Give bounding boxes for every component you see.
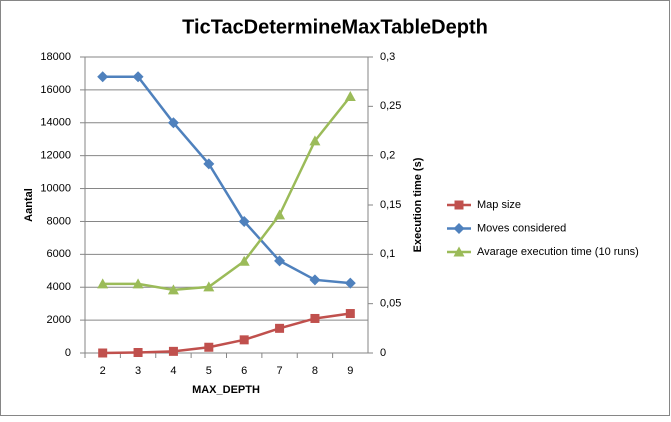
legend-label: Map size	[477, 199, 521, 211]
y2-tick-label: 0,25	[380, 100, 401, 112]
data-point	[274, 255, 286, 267]
y2-tick-label: 0,15	[380, 199, 401, 211]
data-point	[309, 135, 321, 146]
y-tick-label: 10000	[40, 182, 71, 194]
x-tick-label: 3	[135, 365, 141, 377]
data-point	[238, 255, 250, 266]
data-point	[345, 309, 355, 319]
y-tick-label: 14000	[40, 117, 71, 129]
data-point	[203, 281, 215, 292]
y-tick-label: 6000	[47, 248, 71, 260]
data-point	[97, 71, 109, 83]
legend-marker	[453, 246, 465, 257]
legend-label: Moves considered	[477, 222, 566, 234]
series-line	[102, 95, 352, 292]
y-tick-label: 0	[65, 347, 71, 359]
y2-tick-label: 0,05	[380, 298, 401, 310]
data-point	[132, 71, 144, 83]
x-tick-label: 8	[312, 365, 318, 377]
data-point	[238, 215, 250, 227]
data-point	[167, 284, 179, 295]
y-tick-label: 18000	[40, 51, 71, 63]
y-tick-label: 2000	[47, 314, 71, 326]
data-point	[274, 209, 286, 220]
y-tick-label: 4000	[47, 281, 71, 293]
data-point	[97, 278, 109, 289]
y2-axis-title: Execution time (s)	[412, 157, 424, 252]
data-point	[98, 348, 108, 358]
legend-marker	[453, 223, 465, 234]
legend-label: Avarage execution time (10 runs)	[477, 246, 639, 258]
y2-tick-label: 0	[380, 347, 386, 359]
data-point	[344, 277, 356, 289]
data-point	[203, 158, 215, 170]
x-tick-label: 6	[241, 365, 247, 377]
data-point	[167, 117, 179, 129]
data-point	[275, 323, 285, 333]
data-point	[204, 342, 214, 352]
y-tick-label: 8000	[47, 215, 71, 227]
data-point	[133, 348, 143, 358]
x-tick-label: 5	[206, 365, 212, 377]
data-point	[132, 278, 144, 289]
data-point	[310, 313, 320, 323]
y-tick-label: 16000	[40, 84, 71, 96]
y-axis-title: Aantal	[23, 188, 35, 222]
x-axis-title: MAX_DEPTH	[192, 384, 260, 396]
y-tick-label: 12000	[40, 150, 71, 162]
data-point	[239, 335, 249, 345]
data-point	[168, 346, 178, 356]
series-line	[102, 75, 351, 285]
x-tick-label: 4	[170, 365, 176, 377]
y2-tick-label: 0,2	[380, 150, 395, 162]
series-line	[102, 312, 351, 355]
chart-title: TicTacDetermineMaxTableDepth	[182, 16, 488, 38]
x-tick-label: 7	[277, 365, 283, 377]
data-point	[309, 274, 321, 286]
legend-marker	[454, 200, 464, 210]
y2-tick-label: 0,3	[380, 51, 395, 63]
y2-tick-label: 0,1	[380, 248, 395, 260]
x-tick-label: 2	[100, 365, 106, 377]
x-tick-label: 9	[347, 365, 353, 377]
data-point	[344, 90, 356, 101]
